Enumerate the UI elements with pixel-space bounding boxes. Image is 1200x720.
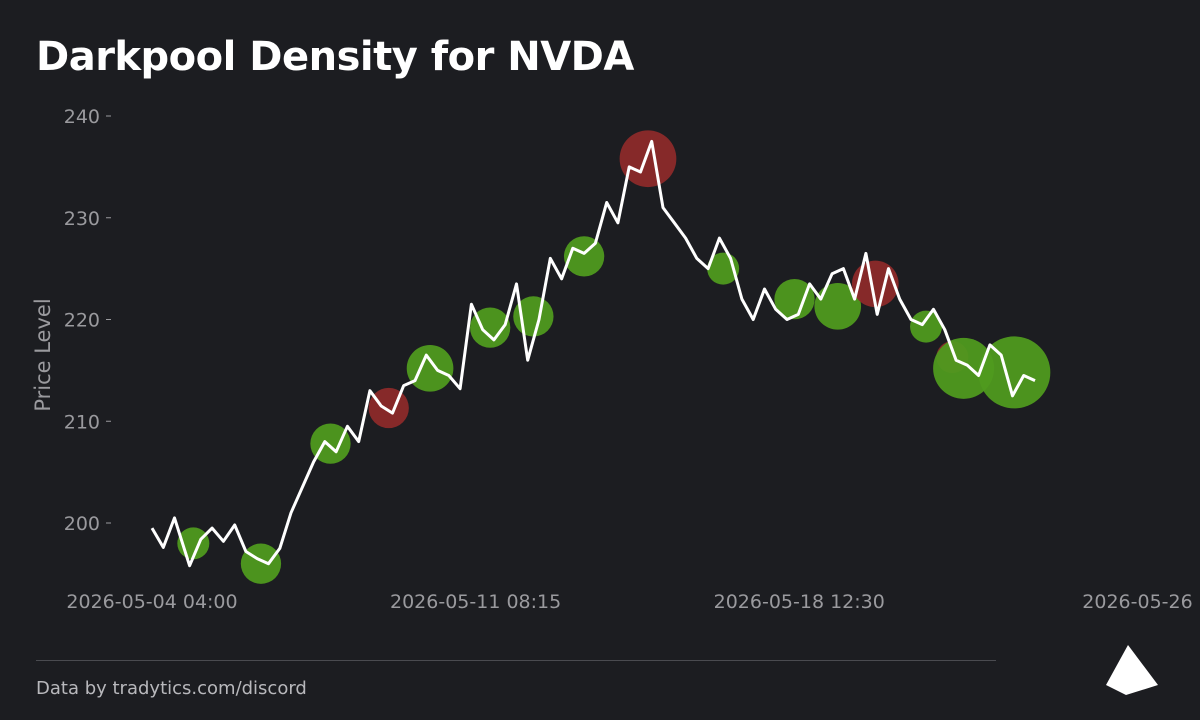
x-axis: 2026-05-04 04:00 2026-05-11 08:15 2026-05-… — [66, 591, 1200, 613]
y-tick-label: 200 — [64, 513, 100, 535]
chart-title: Darkpool Density for NVDA — [36, 34, 634, 80]
sell-bubble — [619, 130, 677, 188]
buy-bubble — [933, 337, 995, 399]
y-axis-label: Price Level — [31, 298, 55, 411]
buy-bubble — [910, 310, 943, 343]
buy-bubble — [978, 336, 1051, 409]
footer-divider — [36, 660, 996, 661]
buy-bubble — [774, 279, 815, 320]
price-line — [150, 139, 1036, 568]
buy-bubble — [240, 543, 282, 584]
buy-bubble — [814, 282, 862, 330]
footer-source: Data by tradytics.com/discord — [36, 678, 307, 699]
tradytics-triangle-icon — [1106, 645, 1158, 695]
y-tick-label: 240 — [64, 106, 100, 128]
y-axis: 200 210 220 230 240 — [64, 106, 111, 535]
x-tick-label: 2026-05-04 04:00 — [66, 591, 237, 613]
y-tick-label: 230 — [64, 208, 100, 230]
y-tick-label: 210 — [64, 411, 100, 433]
buy-bubble — [470, 307, 511, 348]
sell-bubble — [368, 387, 409, 429]
x-tick-label: 2026-05-11 08:15 — [390, 591, 561, 613]
y-tick-label: 220 — [64, 310, 100, 332]
buy-bubble — [563, 236, 605, 277]
x-tick-label: 2026-05-18 12:30 — [714, 591, 885, 613]
darkpool-bubbles — [177, 130, 1051, 584]
x-tick-label: 2026-05-26 16:45 — [1082, 591, 1200, 613]
buy-bubble — [310, 423, 351, 464]
buy-bubble — [406, 345, 454, 392]
price-series — [150, 139, 1036, 568]
